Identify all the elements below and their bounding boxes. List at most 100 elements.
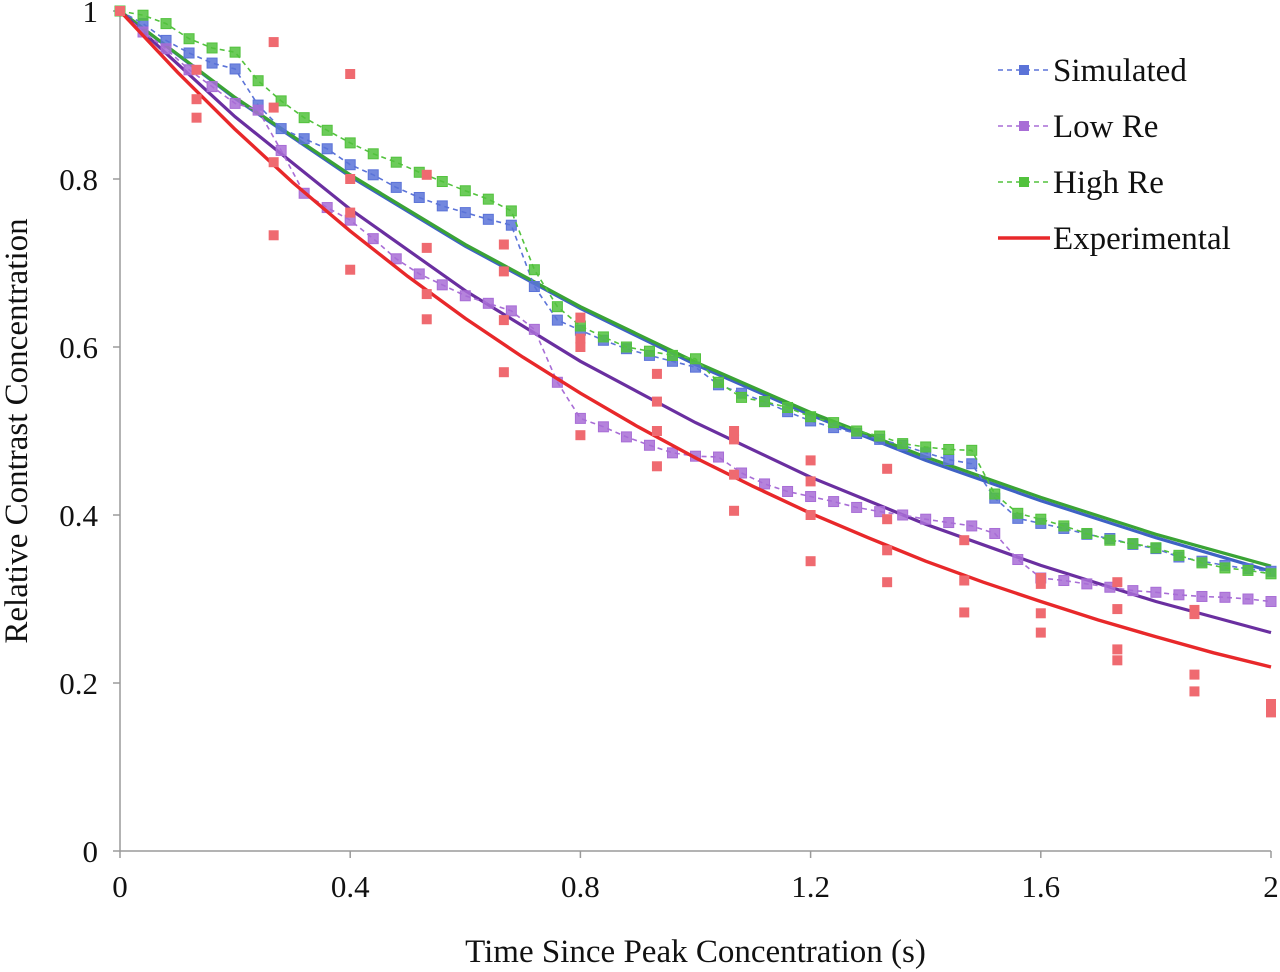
legend-label: Low Re xyxy=(1053,109,1158,145)
low-re-point xyxy=(482,297,494,309)
experimental-point xyxy=(805,510,816,520)
experimental-point xyxy=(1035,627,1046,638)
legend-item-low-re: Low Re xyxy=(998,109,1158,145)
high-re-point xyxy=(1265,568,1277,580)
high-re-point xyxy=(1150,542,1162,554)
low-re-point xyxy=(782,485,794,497)
experimental-series xyxy=(118,9,1272,669)
experimental-point xyxy=(575,430,586,441)
experimental-point xyxy=(729,434,740,445)
low-re-point xyxy=(943,517,955,529)
simulated-point xyxy=(183,47,195,59)
low-re-point xyxy=(1058,575,1070,587)
high-re-fit-curve xyxy=(119,9,1272,568)
low-re-point xyxy=(1012,554,1024,566)
legend-marker xyxy=(1019,121,1029,131)
low-re-point xyxy=(597,421,609,433)
high-re-point xyxy=(805,411,817,423)
low-re-point xyxy=(1150,586,1162,598)
legend-item-simulated: Simulated xyxy=(998,53,1187,89)
experimental-point xyxy=(421,242,432,253)
experimental-point xyxy=(345,207,356,218)
simulated-fit-curve xyxy=(119,9,1272,573)
experimental-point xyxy=(805,556,816,567)
legend-label: Simulated xyxy=(1053,53,1187,89)
low-re-point xyxy=(390,253,402,265)
legend-marker xyxy=(1019,65,1029,75)
high-re-point xyxy=(1196,557,1208,569)
simulated-point xyxy=(482,213,494,225)
experimental-point xyxy=(959,575,970,586)
legend-marker xyxy=(1019,177,1029,187)
axes-group xyxy=(119,11,1271,852)
experimental-point xyxy=(575,333,586,344)
low-re-point xyxy=(1265,596,1277,608)
high-re-point xyxy=(482,193,494,205)
experimental-point xyxy=(421,289,432,300)
experimental-point xyxy=(805,476,816,487)
low-re-point xyxy=(413,268,425,280)
simulated-point xyxy=(505,219,517,231)
high-re-point xyxy=(828,417,840,429)
experimental-point xyxy=(1112,604,1123,615)
low-re-point xyxy=(1196,590,1208,602)
experimental-point xyxy=(1112,644,1123,655)
x-tick-label: 2 xyxy=(1263,869,1279,904)
legend-label: Experimental xyxy=(1053,221,1231,257)
high-re-point xyxy=(666,349,678,361)
simulated-point xyxy=(275,123,287,135)
low-re-point xyxy=(505,305,517,317)
high-re-point xyxy=(344,137,356,149)
low-re-point xyxy=(206,81,218,93)
fit-curves xyxy=(118,9,1272,635)
y-tick-label: 0 xyxy=(83,834,99,869)
y-tick-label: 0.6 xyxy=(59,330,98,365)
simulated-point xyxy=(459,207,471,219)
x-tick-label: 0 xyxy=(112,869,128,904)
high-re-series xyxy=(114,5,1277,580)
experimental-point xyxy=(268,157,279,168)
y-tick-label: 0.2 xyxy=(59,666,98,701)
high-re-point xyxy=(321,124,333,136)
high-re-point xyxy=(1012,507,1024,519)
experimental-point xyxy=(191,94,202,105)
low-re-point xyxy=(160,43,172,55)
high-re-point xyxy=(252,75,264,87)
simulated-point xyxy=(298,133,310,145)
y-tick-label: 0.8 xyxy=(59,162,98,197)
x-tick-label: 0.4 xyxy=(331,869,370,904)
low-re-point xyxy=(436,279,448,291)
experimental-point xyxy=(191,64,202,75)
experimental-point xyxy=(651,461,662,472)
experimental-point xyxy=(1189,669,1200,680)
high-re-point xyxy=(897,438,909,450)
high-re-point xyxy=(1104,534,1116,546)
low-re-point xyxy=(459,290,471,302)
high-re-point xyxy=(643,345,655,357)
experimental-point xyxy=(729,505,740,516)
experimental-point xyxy=(882,514,893,525)
low-re-point xyxy=(1173,589,1185,601)
y-axis-title: Relative Contrast Concentration xyxy=(0,218,35,643)
high-re-point xyxy=(1242,564,1254,576)
high-re-point xyxy=(367,148,379,160)
low-re-point xyxy=(989,527,1001,539)
low-re-point xyxy=(874,506,886,518)
high-re-point xyxy=(920,441,932,453)
low-re-fit-curve xyxy=(118,9,1272,635)
low-re-point xyxy=(966,520,978,532)
experimental-points xyxy=(115,6,1276,718)
y-tick-label: 1 xyxy=(83,0,99,29)
experimental-point xyxy=(498,315,509,326)
experimental-point xyxy=(805,455,816,466)
low-re-point xyxy=(574,412,586,424)
legend: Simulated Low Re High Re Experimental xyxy=(998,53,1231,257)
experimental-point xyxy=(1266,699,1276,709)
legend-item-experimental: Experimental xyxy=(998,221,1231,257)
low-re-point xyxy=(252,104,264,116)
simulated-point xyxy=(229,63,241,75)
low-re-point xyxy=(275,144,287,156)
y-axis-ticks: 0 0.2 0.4 0.6 0.8 1 xyxy=(59,0,120,869)
